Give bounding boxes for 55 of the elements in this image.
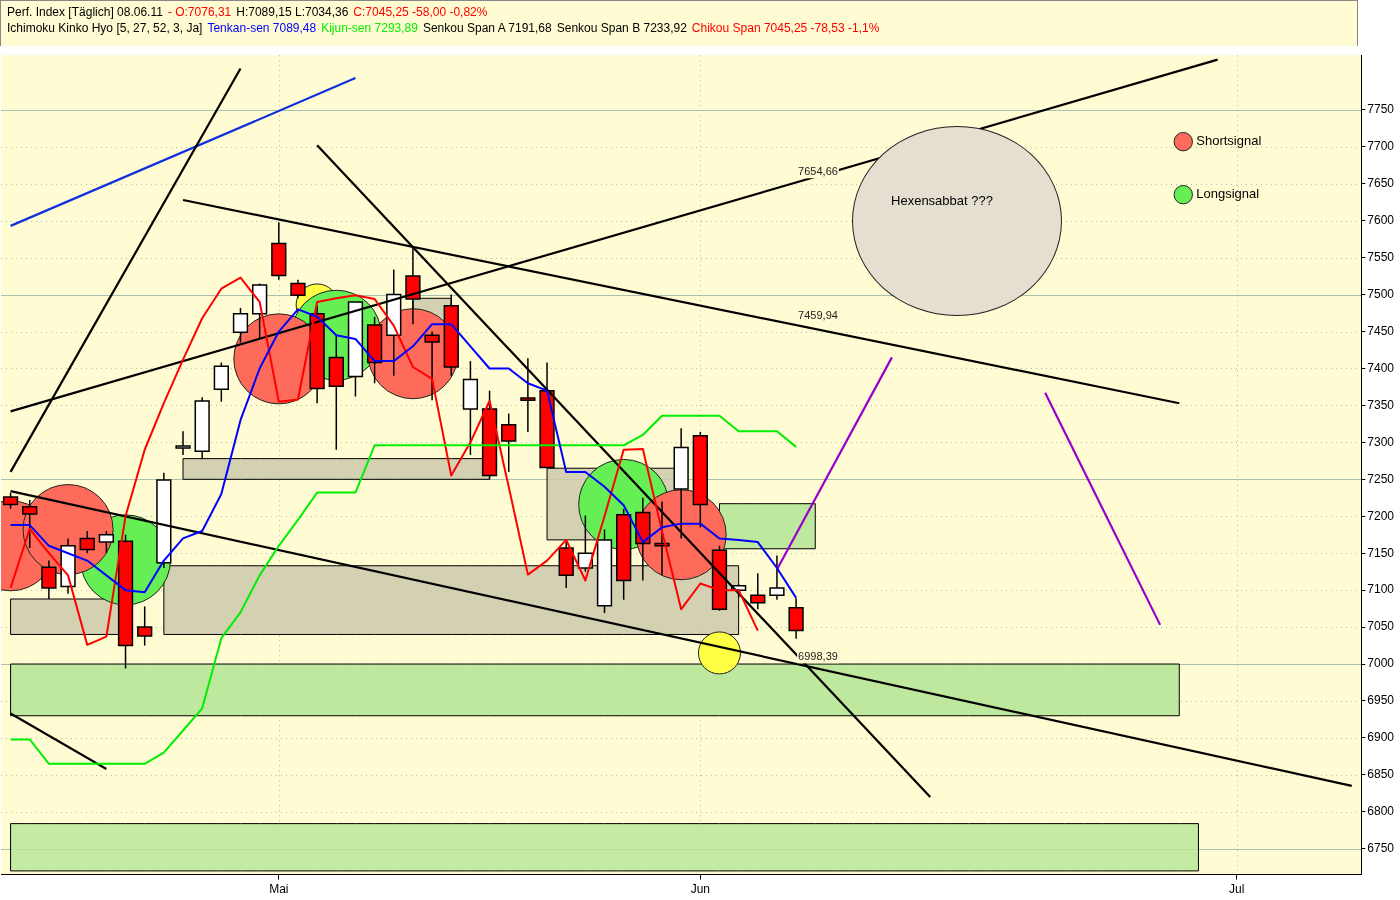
annotation: 7459,94 bbox=[798, 309, 838, 322]
candlestick bbox=[98, 530, 115, 554]
candlestick bbox=[213, 361, 229, 403]
candlestick bbox=[424, 330, 440, 401]
candlestick bbox=[232, 307, 249, 344]
y-tick-label: 7600 bbox=[1367, 213, 1395, 228]
text: Senkou Span A 7191,68 bbox=[422, 21, 552, 35]
annotation: 7654,66 bbox=[798, 165, 838, 178]
y-tick-label: 7700 bbox=[1367, 139, 1395, 154]
point bbox=[697, 631, 741, 675]
candlestick bbox=[520, 357, 536, 433]
candlestick bbox=[79, 530, 95, 554]
y-tick-label: 7500 bbox=[1367, 286, 1395, 301]
y-tick-label: 6950 bbox=[1367, 693, 1395, 708]
candlestick bbox=[788, 597, 804, 640]
candlestick bbox=[137, 605, 153, 647]
chart-subtitle: Ichimoku Kinko Hyo [5, 27, 52, 3, Ja] bbox=[7, 21, 203, 35]
y-tick-label: 7750 bbox=[1367, 102, 1395, 117]
y-tick-label: 6750 bbox=[1367, 841, 1395, 856]
legend-label: Longsignal bbox=[1196, 186, 1260, 202]
legend-label: Shortsignal bbox=[1196, 133, 1262, 149]
y-tick-label: 6900 bbox=[1367, 730, 1395, 745]
x-tick-label: Mai bbox=[269, 882, 289, 897]
annotation: 6998,39 bbox=[798, 650, 838, 663]
y-tick-label: 7250 bbox=[1367, 471, 1395, 486]
x-tick-label: Jun bbox=[690, 882, 710, 897]
candlestick bbox=[769, 554, 785, 601]
y-tick-label: 7550 bbox=[1367, 249, 1395, 264]
y-tick-label: 7450 bbox=[1367, 323, 1395, 338]
candlestick bbox=[501, 412, 517, 473]
y-tick-label: 7300 bbox=[1367, 434, 1395, 449]
x-tick-label: Jul bbox=[1229, 882, 1245, 897]
y-tick-label: 6800 bbox=[1367, 804, 1395, 819]
y-tick-label: 7100 bbox=[1367, 582, 1395, 597]
y-tick-label: 7000 bbox=[1367, 656, 1395, 671]
candlestick bbox=[22, 499, 38, 549]
y-tick-label: 7400 bbox=[1367, 360, 1395, 375]
annotation: Hexensabbat ??? bbox=[891, 192, 993, 208]
y-tick-label: 7200 bbox=[1367, 508, 1395, 523]
text: C:7045,25 -58,00 -0,82% bbox=[353, 5, 488, 19]
text: Kijun-sen 7293,89 bbox=[321, 21, 418, 35]
y-tick-label: 7650 bbox=[1367, 176, 1395, 191]
text: H:7089,15 L:7034,36 bbox=[236, 5, 349, 19]
candlestick bbox=[175, 430, 191, 456]
candlestick bbox=[290, 279, 306, 300]
text: Chikou Span 7045,25 -78,53 -1,1% bbox=[691, 21, 880, 35]
text: - O:7076,31 bbox=[167, 5, 232, 19]
text: Tenkan-sen 7089,48 bbox=[207, 21, 317, 35]
candlestick bbox=[750, 572, 766, 611]
y-tick-label: 7350 bbox=[1367, 397, 1395, 412]
y-tick-label: 6850 bbox=[1367, 767, 1395, 782]
y-tick-label: 7150 bbox=[1367, 545, 1395, 560]
chart-title: Perf. Index [Täglich] 08.06.11 bbox=[7, 5, 163, 19]
text: Senkou Span B 7233,92 bbox=[556, 21, 687, 35]
y-tick-label: 7050 bbox=[1367, 619, 1395, 634]
